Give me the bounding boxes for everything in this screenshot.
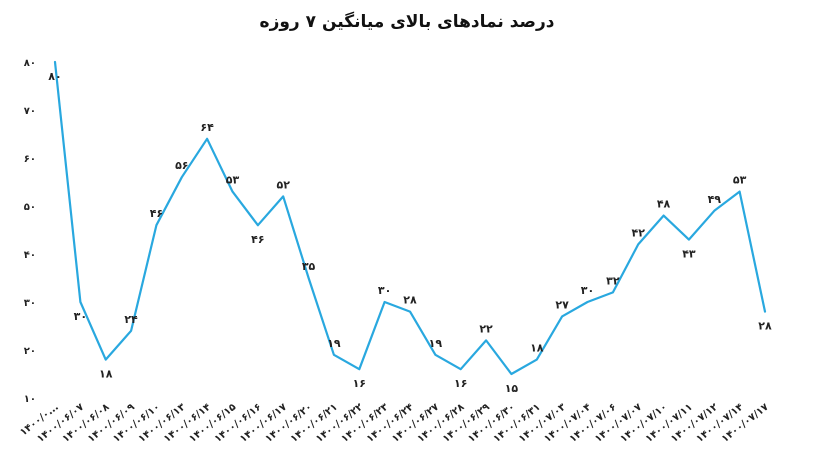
y-tick-label: ۶۰ [24, 154, 36, 165]
data-label: ۲۴ [124, 313, 138, 326]
data-label: ۵۳ [733, 174, 747, 187]
data-label: ۴۳ [682, 248, 696, 261]
data-label: ۳۲ [606, 274, 620, 287]
y-tick-label: ۳۰ [24, 298, 36, 309]
data-label: ۴۹ [708, 193, 722, 206]
data-label: ۱۹ [327, 337, 341, 350]
data-label: ۵۳ [226, 174, 240, 187]
data-label: ۱۹ [429, 337, 443, 350]
x-axis: ۱۴۰۰/۰...۱۴۰۰/۰۶/۰۷۱۴۰۰/۰۶/۰۸۱۴۰۰/۰۶/۰۹۱… [18, 402, 771, 445]
data-label: ۱۵ [505, 382, 519, 395]
y-tick-label: ۲۰ [24, 346, 36, 357]
data-label: ۱۶ [454, 377, 467, 390]
data-label: ۵۲ [276, 178, 290, 191]
data-label: ۲۸ [758, 320, 772, 333]
data-label: ۴۶ [251, 233, 264, 246]
y-tick-label: ۸۰ [24, 58, 36, 69]
data-label: ۳۰ [74, 310, 87, 323]
y-axis: ۱۰ ۲۰ ۳۰ ۴۰ ۵۰ ۶۰ ۷۰ ۸۰ [24, 58, 36, 405]
data-label: ۲۷ [555, 298, 569, 311]
data-label: ۵۶ [175, 159, 188, 172]
series-line [53, 60, 767, 376]
data-label: ۲۲ [479, 322, 493, 335]
chart-title: درصد نمادهای بالای میانگین ۷ روزه [259, 12, 555, 32]
data-label: ۱۸ [530, 342, 544, 355]
y-tick-label: ۷۰ [24, 106, 36, 117]
data-label: ۱۶ [353, 377, 366, 390]
data-label: ۴۶ [150, 207, 163, 220]
y-tick-label: ۴۰ [24, 250, 36, 261]
data-labels: ۸۰ ۳۰ ۱۸ ۲۴ ۴۶ ۵۶ ۶۴ ۵۳ ۴۶ ۵۲ ۳۵ ۱۹ ۱۶ ۳۰ ۲۸ ۱۹ ۱۶ ۲۲ ۱۵ ۱۸… [48, 70, 772, 395]
data-label: ۳۵ [302, 260, 316, 273]
data-label: ۴۸ [657, 198, 671, 211]
data-label: ۳۰ [581, 284, 594, 297]
data-label: ۳۰ [378, 284, 391, 297]
data-label: ۸۰ [48, 70, 61, 83]
data-label: ۶۴ [200, 121, 214, 134]
data-label: ۲۸ [403, 294, 417, 307]
y-tick-label: ۱۰ [24, 394, 36, 405]
y-tick-label: ۵۰ [24, 202, 36, 213]
data-label: ۱۸ [99, 368, 113, 381]
data-label: ۴۲ [631, 226, 645, 239]
